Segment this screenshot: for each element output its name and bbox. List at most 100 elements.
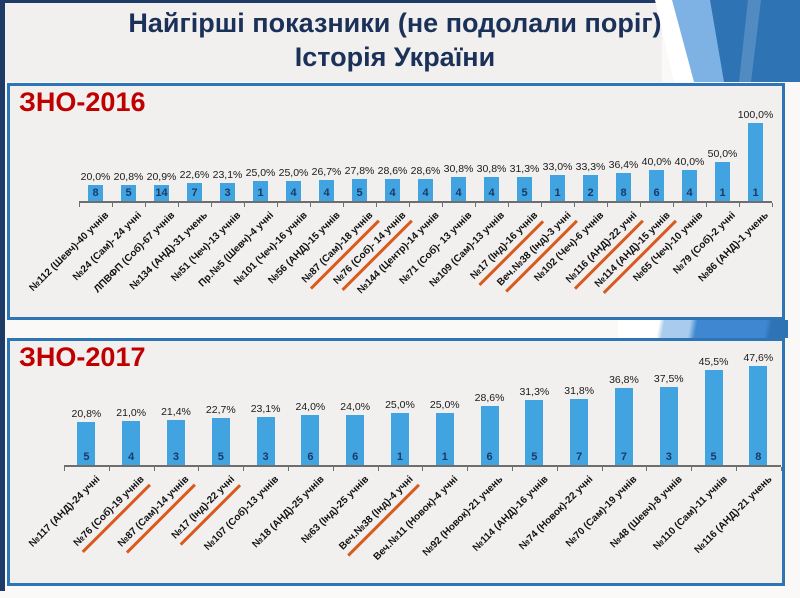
- bar: 3: [256, 417, 275, 465]
- bar-percent-label: 26,7%: [311, 166, 342, 178]
- bar: 14: [154, 185, 169, 201]
- bar: 1: [748, 123, 763, 201]
- bar: 5: [517, 177, 532, 201]
- axis-tick: [736, 467, 737, 471]
- bar-percent-label: 33,3%: [575, 161, 606, 173]
- axis-tick: [541, 203, 542, 207]
- bar-group: 30,8% 4: [475, 86, 508, 201]
- bar-count-label: 3: [224, 187, 231, 199]
- bar: 1: [435, 413, 454, 465]
- bar: 8: [749, 366, 768, 465]
- bar-group: 20,9% 14: [145, 86, 178, 201]
- bar-percent-label: 25,0%: [385, 399, 415, 411]
- bar: 4: [418, 179, 433, 201]
- panel-zno-2017: ЗНО-2017 20,8% 5 21,0% 4 21,4% 3 22,7% 5 23,1% 3 2…: [7, 338, 785, 586]
- bar-percent-label: 23,1%: [212, 169, 243, 181]
- category-label: №116 (АНД)-21 учень: [692, 474, 775, 556]
- slide-title: Найгірші показники (не подолали поріг) І…: [0, 6, 790, 74]
- bar-count-label: 1: [441, 451, 448, 463]
- bar-group: 24,0% 6: [288, 341, 333, 465]
- category-label: №110 (Сам)-11 учнів: [650, 474, 730, 553]
- bar-group: 23,1% 3: [211, 86, 244, 201]
- bar-count-label: 1: [719, 187, 726, 199]
- bar-percent-label: 20,8%: [113, 171, 144, 183]
- bar-count-label: 5: [531, 451, 538, 463]
- axis-tick: [409, 203, 410, 207]
- bar-group: 40,0% 4: [673, 86, 706, 201]
- bar-group: 37,5% 3: [646, 341, 691, 465]
- axis-tick: [772, 203, 773, 207]
- axis-tick: [640, 203, 641, 207]
- bar-percent-label: 28,6%: [410, 165, 441, 177]
- axis-tick: [211, 203, 212, 207]
- bar: 1: [253, 181, 268, 201]
- bar: 1: [390, 413, 409, 465]
- bar: 3: [166, 420, 185, 465]
- bar-count-label: 6: [486, 451, 493, 463]
- axis-ticks: [79, 203, 773, 207]
- bar-count-label: 4: [290, 187, 297, 199]
- bar-percent-label: 24,0%: [295, 401, 326, 413]
- category-label: №107 (Соб)-13 учнів: [202, 474, 282, 553]
- bar-percent-label: 24,0%: [340, 401, 371, 413]
- axis-tick: [243, 467, 245, 471]
- bar-count-label: 4: [455, 187, 462, 199]
- axis-tick: [343, 203, 344, 207]
- axis-tick: [780, 467, 782, 471]
- bar: 5: [352, 179, 367, 201]
- bar: 4: [385, 179, 400, 201]
- category-label: №92 (Новок)-21 учень: [420, 474, 506, 559]
- bar: 2: [583, 175, 598, 201]
- axis-tick: [512, 467, 513, 471]
- bar-percent-label: 47,6%: [743, 352, 774, 364]
- axis-tick: [574, 203, 575, 207]
- header-background: [5, 3, 662, 82]
- slide-left-border: [0, 0, 5, 591]
- bar-count-label: 4: [389, 187, 396, 199]
- axis-tick: [739, 203, 740, 207]
- axis-tick: [64, 467, 65, 471]
- bar-count-label: 3: [172, 451, 180, 463]
- bar-group: 47,6% 8: [736, 341, 781, 465]
- bar-percent-label: 36,8%: [609, 374, 639, 386]
- axis-tick: [607, 203, 608, 207]
- bar-count-label: 3: [665, 451, 672, 463]
- bar-percent-label: 21,4%: [161, 406, 191, 418]
- bar-group: 25,0% 1: [244, 86, 277, 201]
- slide-top-border: [0, 0, 662, 3]
- middle-decoration-band: [618, 320, 788, 338]
- bar-count-label: 7: [191, 187, 198, 199]
- category-axis: №112 (Шевч)-40 учнів №24 (Сам)- 24 учні ЛП…: [28, 206, 772, 316]
- bar-count-label: 5: [356, 187, 363, 199]
- axis-tick: [706, 203, 707, 207]
- bar-percent-label: 30,8%: [443, 163, 474, 175]
- bar: 7: [187, 183, 202, 201]
- axis-tick: [108, 467, 110, 471]
- axis-tick: [422, 467, 424, 471]
- axis-tick: [288, 467, 289, 471]
- bar-count-label: 7: [576, 451, 583, 463]
- axis-tick: [178, 203, 179, 207]
- panel-zno-2016: ЗНО-2016 20,0% 8 20,8% 5 20,9% 14 22,6% 7 23,1% 3…: [7, 83, 785, 320]
- bar-group: 22,6% 7: [178, 86, 211, 201]
- bar-count-label: 5: [710, 451, 717, 463]
- bar-group: 50,0% 1: [706, 86, 739, 201]
- bar-percent-label: 31,3%: [519, 386, 550, 398]
- plot-area: 20,8% 5 21,0% 4 21,4% 3 22,7% 5 23,1% 3 24,0% 6 24,0…: [64, 341, 781, 467]
- bar-count-label: 5: [83, 451, 90, 463]
- bar-group: 24,0% 6: [333, 341, 378, 465]
- corner-decoration-shapes: [655, 0, 800, 82]
- bar-count-label: 5: [217, 451, 224, 463]
- bar-group: 36,4% 8: [607, 86, 640, 201]
- bar: 7: [570, 399, 589, 465]
- bar-group: 36,8% 7: [602, 341, 647, 465]
- axis-tick: [601, 467, 603, 471]
- bar: 1: [715, 162, 730, 201]
- corner-decoration: [600, 0, 800, 82]
- bar-group: 25,0% 4: [277, 86, 310, 201]
- bar-count-label: 8: [620, 187, 627, 199]
- axis-tick: [376, 203, 377, 207]
- bar-group: 20,0% 8: [79, 86, 112, 201]
- bar-count-label: 1: [752, 187, 759, 199]
- bar-group: 23,1% 3: [243, 341, 288, 465]
